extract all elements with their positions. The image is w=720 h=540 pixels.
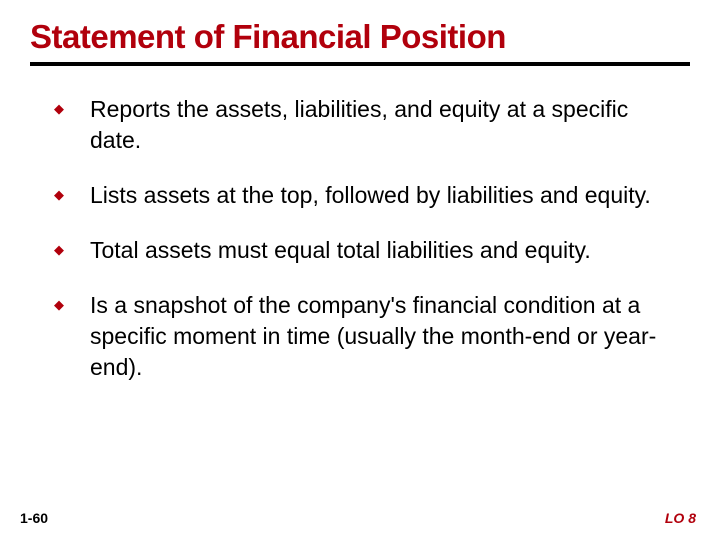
learning-objective-label: LO 8 (665, 510, 696, 526)
list-item: ◆ Total assets must equal total liabilit… (90, 235, 660, 266)
list-item: ◆ Is a snapshot of the company's financi… (90, 290, 660, 383)
diamond-bullet-icon: ◆ (54, 186, 64, 204)
bullet-text: Total assets must equal total liabilitie… (90, 237, 591, 263)
slide-title: Statement of Financial Position (30, 18, 690, 56)
diamond-bullet-icon: ◆ (54, 100, 64, 118)
bullet-text: Lists assets at the top, followed by lia… (90, 182, 651, 208)
bullet-list: ◆ Reports the assets, liabilities, and e… (30, 94, 690, 383)
list-item: ◆ Lists assets at the top, followed by l… (90, 180, 660, 211)
bullet-text: Reports the assets, liabilities, and equ… (90, 96, 628, 153)
slide-number: 1-60 (20, 510, 48, 526)
title-underline (30, 62, 690, 66)
slide-container: Statement of Financial Position ◆ Report… (0, 0, 720, 540)
diamond-bullet-icon: ◆ (54, 241, 64, 259)
list-item: ◆ Reports the assets, liabilities, and e… (90, 94, 660, 156)
diamond-bullet-icon: ◆ (54, 296, 64, 314)
bullet-text: Is a snapshot of the company's financial… (90, 292, 656, 380)
